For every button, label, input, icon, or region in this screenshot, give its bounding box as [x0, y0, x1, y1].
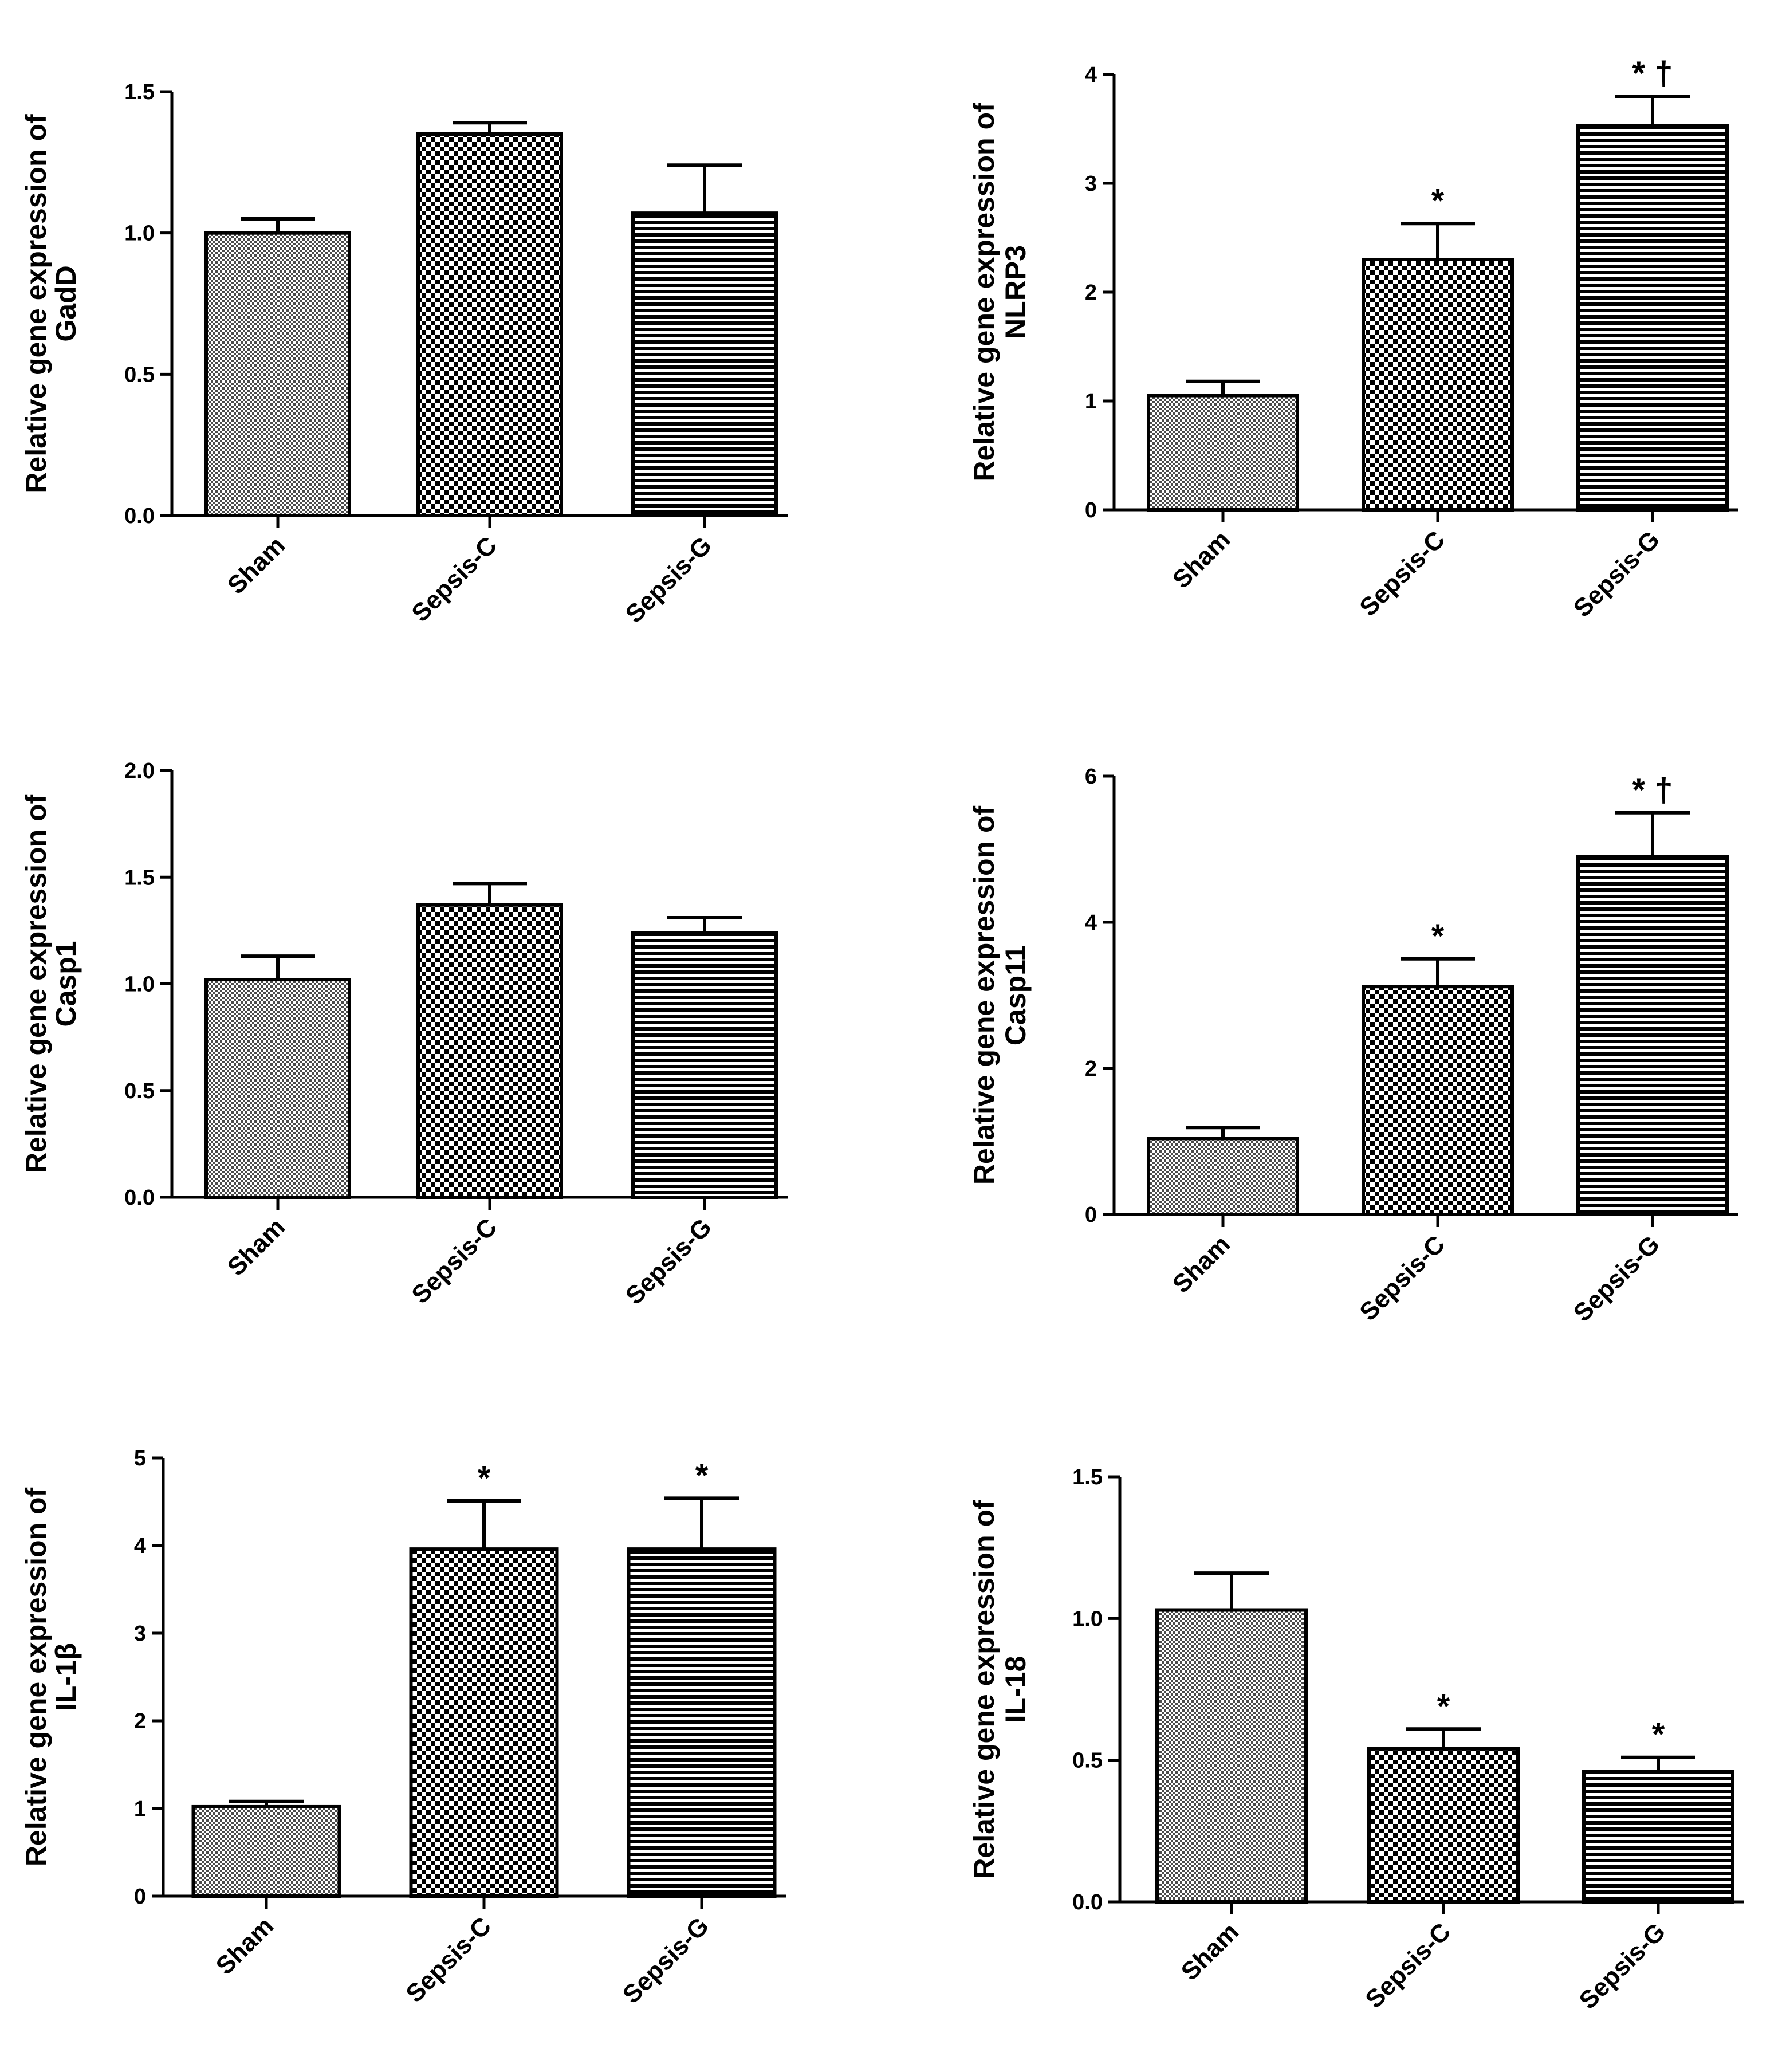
y-axis-label-line1: Relative gene expression of [20, 794, 52, 1173]
bar-sepsis-g [631, 211, 778, 517]
bar-sepsis-c [1367, 1747, 1520, 1904]
bar-sepsis-g [1582, 1770, 1734, 1904]
y-tick-label: 0.5 [1072, 1749, 1103, 1773]
y-tick-label: 1.5 [124, 866, 155, 890]
y-tick-label: 6 [1085, 765, 1097, 789]
chart-panel: Relative gene expression of IL-18 0.0 0.5 1.… [968, 1465, 1744, 2015]
y-axis-label-line1: Relative gene expression of [968, 1500, 1000, 1879]
x-tick-label: Sepsis-C [1354, 1230, 1450, 1326]
x-tick-label: Sham [1167, 1230, 1236, 1298]
y-tick-label: 0 [134, 1885, 146, 1909]
significance-marker: * † [1632, 772, 1673, 809]
y-tick-label: 3 [1085, 172, 1097, 196]
x-tick-label: Sham [211, 1912, 279, 1980]
bar-sepsis-g [627, 1547, 777, 1898]
y-tick-label: 1.5 [1072, 1465, 1103, 1489]
y-axis-label-line1: Relative gene expression of [968, 103, 1000, 482]
x-tick-label: Sepsis-G [620, 531, 718, 628]
significance-marker: * [1437, 1688, 1450, 1725]
y-tick-label: 1.0 [124, 973, 155, 997]
bar-sham [204, 978, 351, 1200]
bar-sham [204, 231, 351, 517]
bar-sham [1147, 394, 1299, 512]
y-tick-label: 4 [1085, 63, 1097, 87]
x-tick-label: Sepsis-C [406, 1213, 502, 1309]
x-tick-label: Sepsis-C [1354, 525, 1450, 622]
x-tick-label: Sepsis-G [1568, 525, 1666, 623]
y-tick-label: 2.0 [124, 759, 155, 783]
bar-sepsis-g [1576, 124, 1729, 512]
y-tick-label: 0.0 [1072, 1890, 1103, 1914]
bar-sepsis-c [1362, 258, 1514, 512]
x-tick-label: Sepsis-G [620, 1213, 718, 1310]
bar-sepsis-c [1362, 985, 1514, 1216]
y-tick-label: 0.0 [124, 504, 155, 528]
bar-sham [191, 1804, 341, 1898]
x-tick-label: Sepsis-C [406, 531, 502, 627]
y-axis-label-line2: NLRP3 [1000, 245, 1032, 339]
significance-marker: * [695, 1457, 709, 1494]
y-tick-label: 0.5 [124, 1079, 155, 1103]
bar-sepsis-g [1576, 855, 1729, 1216]
y-tick-label: 3 [134, 1622, 146, 1646]
y-axis-label-line1: Relative gene expression of [20, 1487, 52, 1866]
bar-sepsis-c [416, 132, 563, 517]
x-tick-label: Sepsis-G [1568, 1230, 1666, 1327]
significance-marker: * [1431, 182, 1445, 219]
chart-panel: Relative gene expression of NLRP3 0 1 2 3 4 Sha… [968, 55, 1738, 623]
significance-marker: * [1652, 1716, 1665, 1753]
y-axis-label-line2: Casp11 [1000, 945, 1032, 1045]
y-tick-label: 2 [1085, 281, 1097, 305]
y-axis-label-line2: IL-1β [50, 1643, 82, 1711]
y-tick-label: 4 [134, 1534, 146, 1558]
significance-marker: * † [1632, 55, 1673, 92]
x-tick-label: Sepsis-C [400, 1912, 497, 2008]
y-tick-label: 0.0 [124, 1186, 155, 1210]
bar-sepsis-c [416, 903, 563, 1200]
bar-sepsis-g [631, 931, 778, 1199]
y-tick-label: 1 [134, 1797, 146, 1821]
x-tick-label: Sepsis-G [1574, 1917, 1671, 2015]
x-tick-label: Sham [1167, 525, 1236, 593]
significance-marker: * [1431, 918, 1445, 955]
y-tick-label: 5 [134, 1446, 146, 1471]
y-tick-label: 0.5 [124, 363, 155, 387]
y-tick-label: 0 [1085, 498, 1097, 522]
y-axis-label-line1: Relative gene expression of [20, 114, 52, 493]
y-tick-label: 1.5 [124, 80, 155, 104]
bar-sham [1155, 1608, 1308, 1904]
y-tick-label: 2 [134, 1709, 146, 1733]
y-axis-label-line1: Relative gene expression of [968, 805, 1000, 1185]
y-tick-label: 4 [1085, 911, 1097, 935]
y-tick-label: 1 [1085, 390, 1097, 414]
x-tick-label: Sepsis-C [1360, 1917, 1456, 2014]
y-tick-label: 1.0 [1072, 1607, 1103, 1631]
y-axis-label-line2: Casp1 [50, 941, 82, 1027]
x-tick-label: Sepsis-G [617, 1912, 715, 2009]
chart-panel: Relative gene expression of Casp11 0 2 4 6 Sha… [968, 765, 1738, 1327]
y-axis-label-line2: GadD [50, 265, 82, 341]
bar-sham [1147, 1137, 1299, 1217]
significance-marker: * [478, 1460, 491, 1497]
bar-sepsis-c [409, 1547, 559, 1898]
y-axis-label-line2: IL-18 [1000, 1656, 1032, 1723]
y-tick-label: 2 [1085, 1057, 1097, 1081]
x-tick-label: Sham [222, 1213, 290, 1281]
y-tick-label: 0 [1085, 1203, 1097, 1227]
y-tick-label: 1.0 [124, 222, 155, 246]
x-tick-label: Sham [1176, 1917, 1244, 1985]
x-tick-label: Sham [222, 531, 290, 599]
